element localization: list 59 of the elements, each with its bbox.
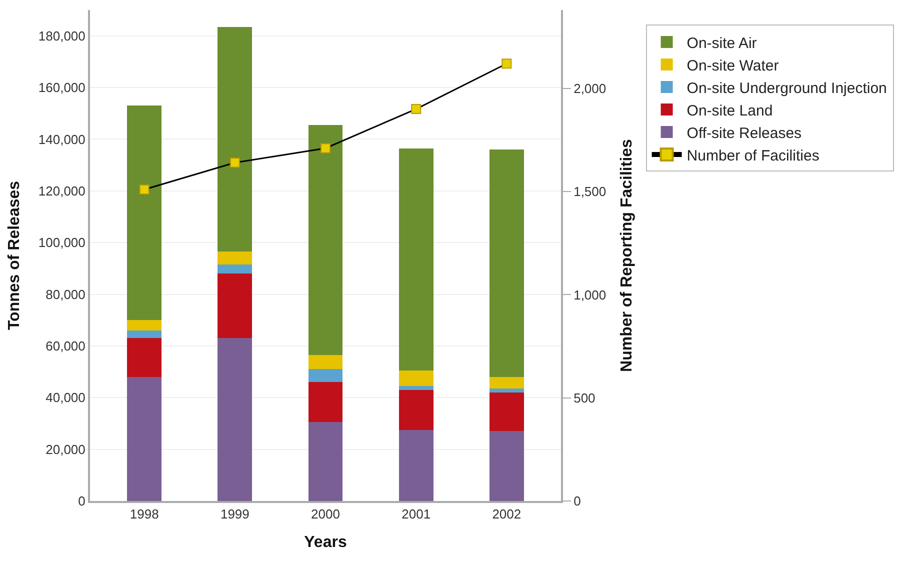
y-tick-label: 60,000 (46, 338, 86, 354)
bar (489, 376, 524, 389)
bar (218, 26, 252, 252)
bar (489, 388, 524, 392)
bar (127, 330, 162, 338)
bar (398, 370, 434, 386)
point (139, 184, 150, 194)
bar (308, 354, 343, 370)
bar (398, 148, 434, 370)
bar (308, 382, 343, 422)
point (230, 158, 240, 168)
bar (308, 422, 343, 501)
point (320, 143, 330, 154)
y2-axis-title: Number of Reporting Facilities (618, 138, 636, 372)
y2-tick-label: 1,000 (574, 287, 606, 302)
bar (127, 320, 162, 330)
y-tick-label: 80,000 (46, 286, 86, 302)
bar (218, 338, 252, 501)
y-tick-label: 160,000 (38, 80, 86, 96)
y-axis-title: Tonnes of Releases (6, 180, 23, 330)
y-tick-label: 20,000 (46, 442, 86, 457)
y2-tick-label: 500 (574, 390, 596, 406)
y2-tick-label: 2,000 (574, 80, 606, 96)
point (502, 58, 512, 69)
bar (489, 150, 524, 377)
point (411, 104, 422, 114)
y-tick-label: 120,000 (38, 183, 86, 198)
bar (218, 274, 252, 338)
bar (398, 430, 434, 501)
y-tick-label: 140,000 (38, 132, 86, 147)
bar (218, 264, 252, 274)
y-tick-label: 100,000 (38, 235, 86, 250)
y-tick-label: 180,000 (38, 28, 86, 44)
legend-label: Number of Facilities (686, 147, 820, 164)
bar (489, 431, 524, 501)
y2-tick-label: 0 (574, 494, 581, 509)
x-axis-title: Years (304, 534, 347, 551)
bar (308, 125, 343, 355)
bar (398, 390, 434, 430)
y-tick-label: 0 (78, 494, 86, 509)
x-tick-label: 2002 (492, 506, 522, 522)
x-tick-label: 2001 (402, 506, 431, 522)
bar (127, 376, 162, 501)
legend-label: Off-site Releases (686, 124, 802, 142)
bar (127, 106, 162, 320)
y2-tick-label: 1,500 (574, 184, 606, 200)
bar (489, 392, 524, 432)
bar (127, 338, 162, 377)
legend-label: On-site Air (686, 34, 757, 52)
bar (308, 369, 343, 382)
x-tick-label: 1999 (220, 506, 250, 522)
bar (398, 386, 434, 390)
x-tick-label: 1998 (130, 506, 159, 522)
legend-label: On-site Land (686, 102, 773, 120)
legend-label: On-site Water (686, 57, 779, 74)
bar (218, 252, 252, 265)
x-tick-label: 2000 (311, 506, 340, 522)
y-tick-label: 40,000 (46, 390, 86, 406)
legend-label: On-site Underground Injection (686, 80, 887, 97)
